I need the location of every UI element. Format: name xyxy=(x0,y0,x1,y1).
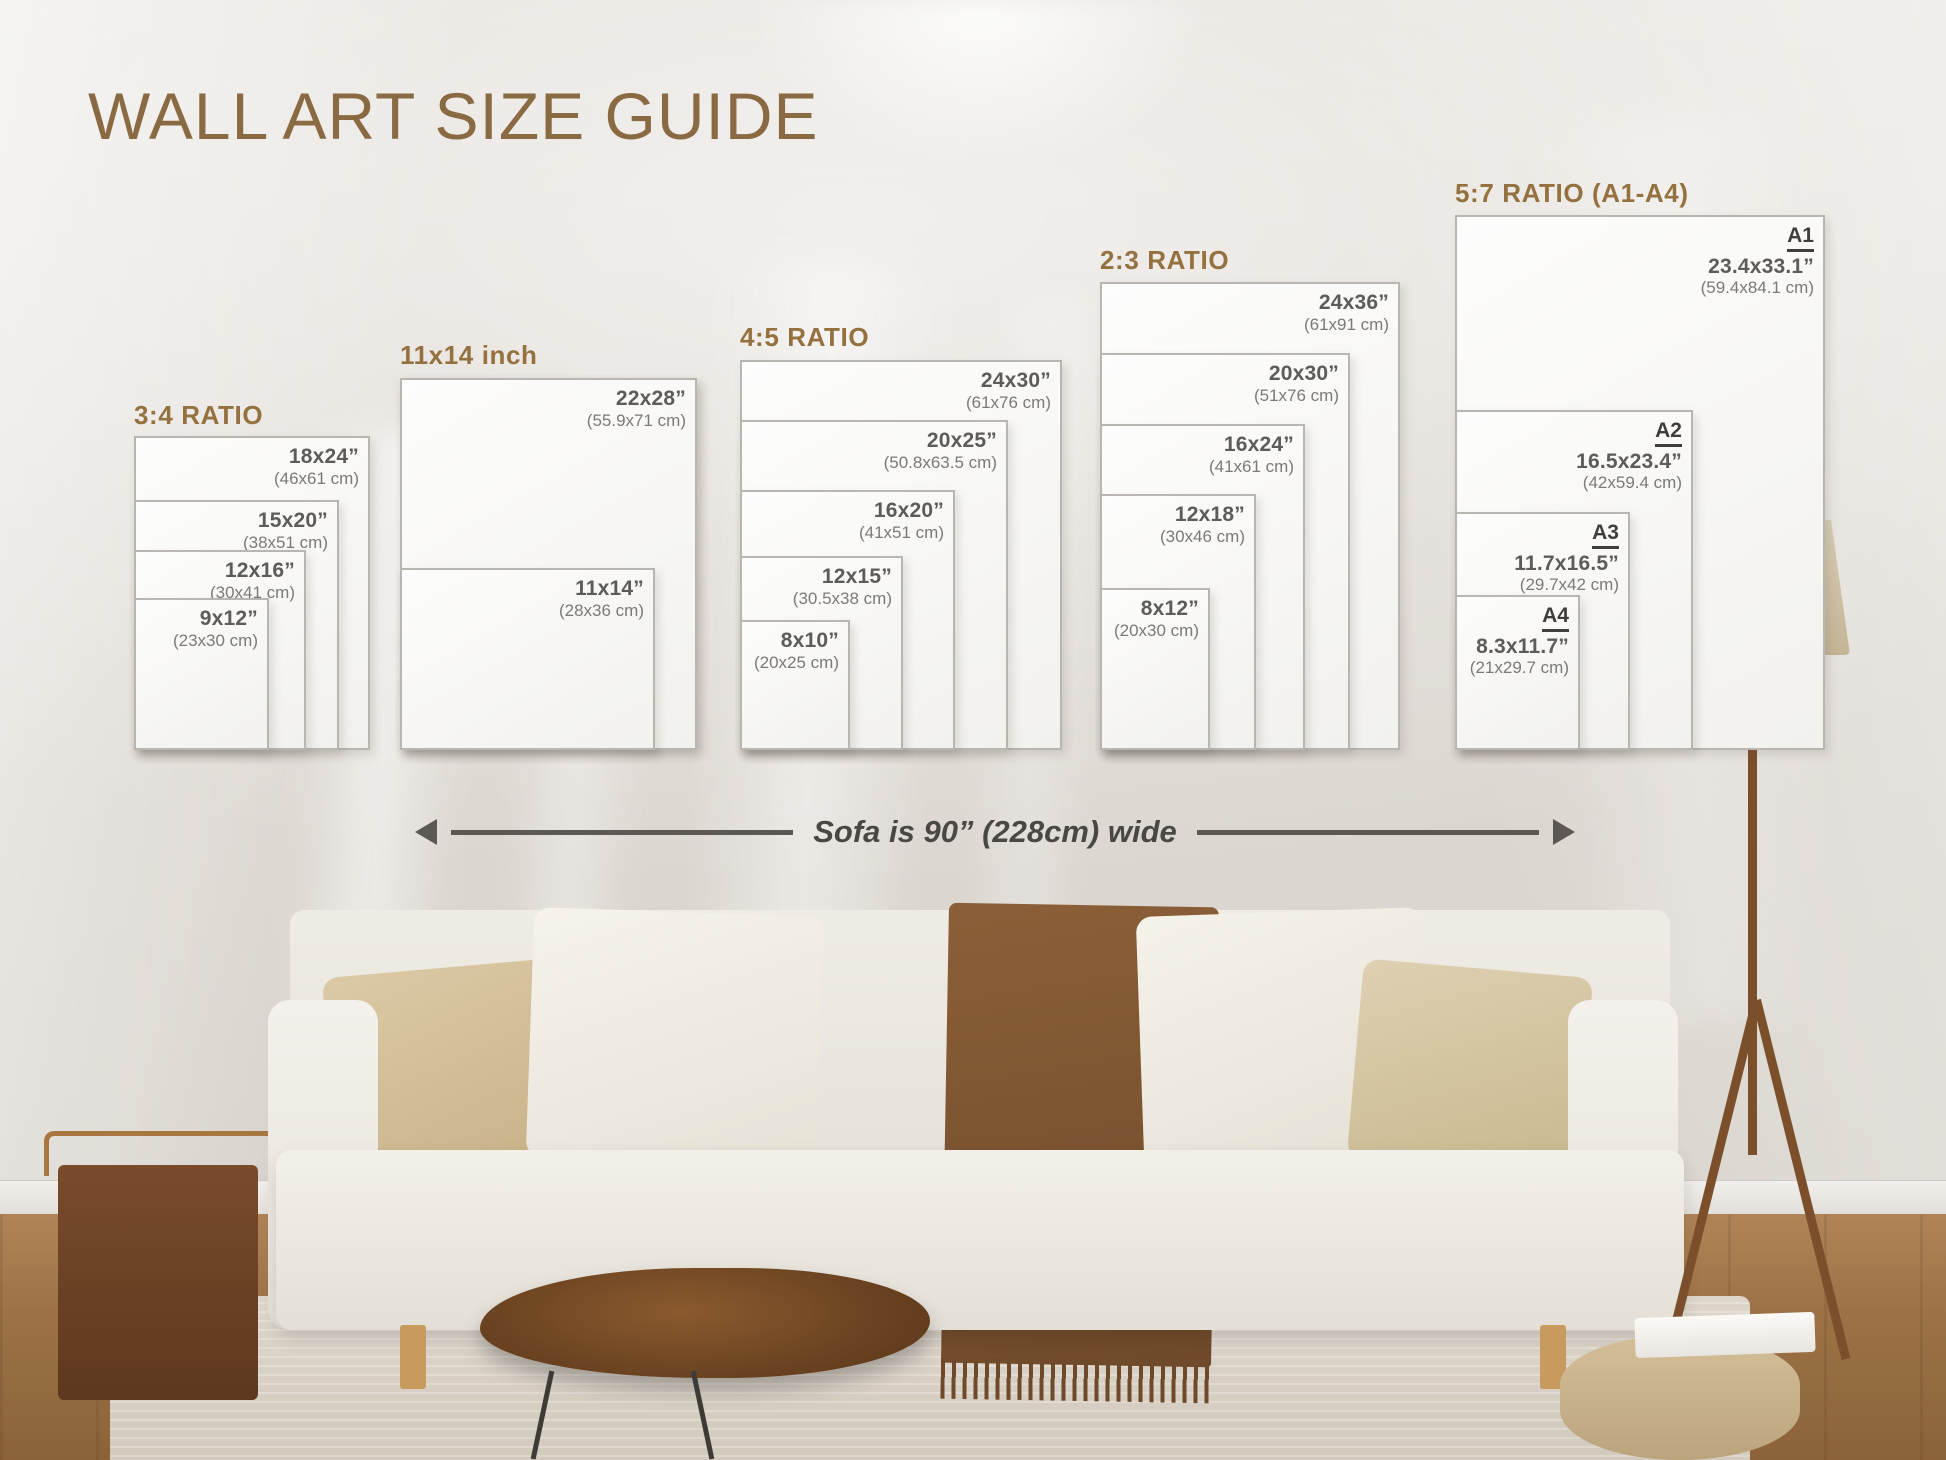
frame-size-inches: 11x14” xyxy=(575,577,644,600)
frame-size-inches: 18x24” xyxy=(288,445,359,468)
frame-size-cm: (59.4x84.1 cm) xyxy=(1700,278,1814,298)
sofa-width-label: Sofa is 90” (228cm) wide xyxy=(813,814,1177,849)
frame-11x14-front[interactable]: 11x14” (28x36 cm) xyxy=(400,568,655,750)
coffee-table xyxy=(480,1268,930,1378)
frame-label: 20x25” (50.8x63.5 cm) xyxy=(884,429,997,472)
frame-label: A3 11.7x16.5” (29.7x42 cm) xyxy=(1514,521,1619,594)
group-title-11x14-inch: 11x14 inch xyxy=(400,340,538,370)
frame-size-cm: (23x30 cm) xyxy=(172,630,258,650)
frame-label: A4 8.3x11.7” (21x29.7 cm) xyxy=(1470,604,1569,677)
frame-label: 12x16” (30x41 cm) xyxy=(210,559,295,602)
arrow-right-icon xyxy=(1553,819,1576,845)
frame-label: 8x10” (20x25 cm) xyxy=(754,629,839,672)
frame-size-cm: (61x76 cm) xyxy=(965,392,1051,412)
frame-paper-code: A1 xyxy=(1787,224,1814,252)
measure-line-left xyxy=(451,829,794,835)
frame-size-inches: 12x16” xyxy=(224,559,295,582)
page-title: WALL ART SIZE GUIDE xyxy=(88,79,819,153)
frame-size-cm: (41x61 cm) xyxy=(1208,456,1294,476)
frame-8x10[interactable]: 8x10” (20x25 cm) xyxy=(740,620,850,750)
frame-size-inches: 16x24” xyxy=(1223,433,1294,456)
frame-label: A2 16.5x23.4” (42x59.4 cm) xyxy=(1576,419,1682,492)
frame-label: 8x12” (20x30 cm) xyxy=(1114,597,1199,640)
frame-size-cm: (50.8x63.5 cm) xyxy=(883,452,997,472)
frame-label: 16x20” (41x51 cm) xyxy=(859,499,944,542)
frame-size-cm: (55.9x71 cm) xyxy=(586,410,686,430)
frame-size-inches: 24x30” xyxy=(980,369,1051,392)
frame-paper-code: A4 xyxy=(1542,604,1569,632)
frame-label: 11x14” (28x36 cm) xyxy=(559,577,644,620)
frame-size-inches: 20x30” xyxy=(1268,362,1339,385)
frame-size-cm: (51x76 cm) xyxy=(1253,385,1339,405)
frame-size-inches: 11.7x16.5” xyxy=(1514,551,1619,575)
frame-size-inches: 22x28” xyxy=(615,387,686,410)
frame-size-inches: 20x25” xyxy=(926,429,997,452)
frame-paper-code: A3 xyxy=(1592,521,1619,549)
sofa-leg xyxy=(400,1325,426,1389)
floor-lamp-pole xyxy=(1748,655,1757,1155)
throw-pillow xyxy=(1346,958,1594,1178)
sofa-width-measure: Sofa is 90” (228cm) wide xyxy=(415,810,1576,854)
throw-pillow xyxy=(525,907,825,1167)
frame-size-inches: 16.5x23.4” xyxy=(1576,449,1682,473)
frame-label: 24x30” (61x76 cm) xyxy=(966,369,1051,412)
frame-size-cm: (41x51 cm) xyxy=(858,522,944,542)
frame-size-inches: 9x12” xyxy=(199,607,258,630)
frame-label: 9x12” (23x30 cm) xyxy=(173,607,258,650)
frame-8x12[interactable]: 8x12” (20x30 cm) xyxy=(1100,588,1210,750)
open-book xyxy=(1634,1311,1816,1359)
frame-size-inches: 16x20” xyxy=(873,499,944,522)
sofa-seat xyxy=(276,1150,1684,1330)
frame-label: 12x15” (30.5x38 cm) xyxy=(793,565,892,608)
frame-size-cm: (61x91 cm) xyxy=(1303,314,1389,334)
frame-size-inches: 15x20” xyxy=(257,509,328,532)
frame-label: 24x36” (61x91 cm) xyxy=(1304,291,1389,334)
magazine-rack xyxy=(44,1131,282,1400)
frame-size-cm: (38x51 cm) xyxy=(242,532,328,552)
frame-label: 16x24” (41x61 cm) xyxy=(1209,433,1294,476)
frame-a4[interactable]: A4 8.3x11.7” (21x29.7 cm) xyxy=(1455,595,1580,750)
frame-size-inches: 8x10” xyxy=(780,629,839,652)
frame-size-cm: (42x59.4 cm) xyxy=(1582,473,1682,493)
frame-size-inches: 12x18” xyxy=(1174,503,1245,526)
frame-size-cm: (30x46 cm) xyxy=(1159,526,1245,546)
frame-9x12[interactable]: 9x12” (23x30 cm) xyxy=(134,598,269,750)
frame-size-cm: (29.7x42 cm) xyxy=(1519,575,1619,595)
frame-size-cm: (30.5x38 cm) xyxy=(792,588,892,608)
frame-size-cm: (30x41 cm) xyxy=(209,582,295,602)
frame-label: 20x30” (51x76 cm) xyxy=(1254,362,1339,405)
group-title-2-3-ratio: 2:3 RATIO xyxy=(1100,245,1230,275)
frame-size-cm: (21x29.7 cm) xyxy=(1469,658,1569,678)
frame-size-inches: 8.3x11.7” xyxy=(1476,634,1569,658)
measure-line-right xyxy=(1196,829,1540,835)
arrow-left-icon xyxy=(415,819,437,845)
group-title-4-5-ratio: 4:5 RATIO xyxy=(740,322,870,352)
frame-paper-code: A2 xyxy=(1655,419,1682,447)
group-title-5-7-ratio: 5:7 RATIO (A1-A4) xyxy=(1455,178,1689,208)
group-title-3-4-ratio: 3:4 RATIO xyxy=(134,400,264,430)
frame-size-cm: (20x25 cm) xyxy=(753,652,839,672)
frame-size-inches: 23.4x33.1” xyxy=(1708,254,1814,278)
frame-label: A1 23.4x33.1” (59.4x84.1 cm) xyxy=(1701,224,1814,297)
frame-size-cm: (28x36 cm) xyxy=(558,600,644,620)
ceiling-light-glow xyxy=(700,0,1260,250)
frame-size-cm: (46x61 cm) xyxy=(273,468,359,488)
frame-size-cm: (20x30 cm) xyxy=(1113,620,1199,640)
frame-label: 22x28” (55.9x71 cm) xyxy=(587,387,686,430)
frame-label: 18x24” (46x61 cm) xyxy=(274,445,359,488)
frame-size-inches: 8x12” xyxy=(1140,597,1199,620)
frame-label: 15x20” (38x51 cm) xyxy=(243,509,328,552)
frame-size-inches: 12x15” xyxy=(821,565,892,588)
frame-size-inches: 24x36” xyxy=(1318,291,1389,314)
frame-label: 12x18” (30x46 cm) xyxy=(1160,503,1245,546)
